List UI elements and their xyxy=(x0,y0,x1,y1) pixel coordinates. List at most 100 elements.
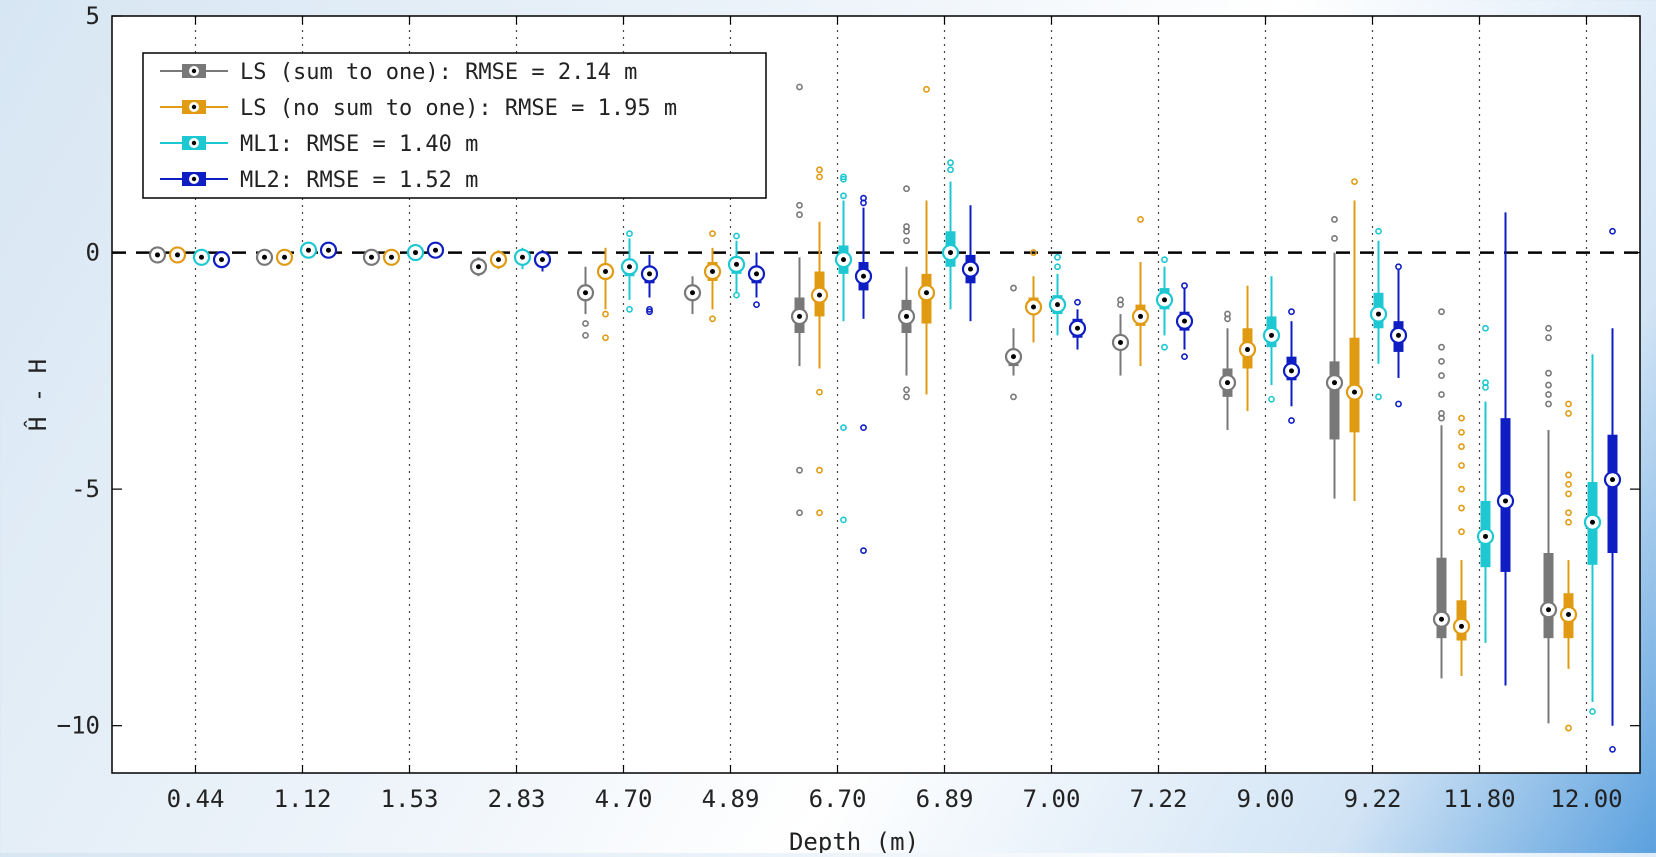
box-median-dot xyxy=(1590,519,1595,525)
box-outlier xyxy=(733,291,740,299)
legend-label: ML2: RMSE = 1.52 m xyxy=(240,168,478,193)
box-median-dot xyxy=(1503,498,1508,504)
y-tick-label: 0 xyxy=(86,239,100,267)
box-body xyxy=(1607,434,1618,553)
box-outlier xyxy=(796,211,803,219)
x-tick-label: 1.53 xyxy=(381,785,439,813)
box-outlier xyxy=(646,308,653,316)
box-outlier xyxy=(860,199,867,207)
box-outlier xyxy=(709,315,716,323)
box-outlier xyxy=(840,424,847,432)
box-outlier xyxy=(1438,372,1445,379)
box-outlier xyxy=(1438,343,1445,351)
x-tick-label: 4.70 xyxy=(595,785,653,813)
box-outlier xyxy=(1161,343,1168,351)
box-median-dot xyxy=(326,247,331,253)
box-median-dot xyxy=(734,261,739,267)
legend-label: ML1: RMSE = 1.40 m xyxy=(240,132,478,157)
x-tick-label: 1.12 xyxy=(274,785,332,813)
box-median-dot xyxy=(948,250,953,256)
box-outlier xyxy=(1161,256,1168,264)
series-group xyxy=(148,83,1558,724)
box-outlier xyxy=(1565,724,1572,732)
box-outlier xyxy=(582,320,589,327)
y-tick-label: -5 xyxy=(71,475,100,503)
box-outlier xyxy=(1458,485,1465,493)
box-outlier xyxy=(1545,381,1552,389)
box-outlier xyxy=(753,301,760,309)
box-median-dot xyxy=(199,254,204,260)
box-median-dot xyxy=(1566,612,1571,618)
box-outlier xyxy=(1545,391,1552,398)
box-median-dot xyxy=(904,313,909,319)
box-median-dot xyxy=(1118,339,1123,345)
box-outlier xyxy=(1565,410,1572,417)
legend-median-dot xyxy=(191,140,197,146)
box-outlier xyxy=(796,201,803,209)
box-median-dot xyxy=(603,268,608,274)
box-median-dot xyxy=(1546,607,1551,613)
box-outlier xyxy=(1458,443,1465,450)
box-median-dot xyxy=(797,313,802,319)
box-outlier xyxy=(840,175,847,183)
box-outlier xyxy=(816,388,823,396)
box-median-dot xyxy=(841,257,846,263)
box-median-dot xyxy=(968,266,973,272)
box-outlier xyxy=(1458,528,1465,536)
box-outlier xyxy=(1565,518,1572,526)
plot-frame xyxy=(111,15,1641,774)
box-outlier xyxy=(1482,384,1489,391)
box-outlier xyxy=(1609,745,1616,753)
box-outlier xyxy=(1545,324,1552,332)
box-outlier xyxy=(1375,227,1382,235)
box-outlier xyxy=(840,516,847,524)
box-median-dot xyxy=(1055,302,1060,308)
box-median-dot xyxy=(1162,297,1167,303)
box-outlier xyxy=(1438,308,1445,316)
box-outlier xyxy=(903,227,910,235)
box-outlier xyxy=(1137,216,1144,223)
box-outlier xyxy=(796,509,803,517)
box-median-dot xyxy=(924,290,929,296)
box-outlier xyxy=(816,466,823,474)
box-outlier xyxy=(1288,308,1295,316)
box-median-dot xyxy=(433,247,438,253)
series-group xyxy=(212,194,1622,753)
box-outlier xyxy=(1030,249,1037,256)
series-group xyxy=(192,159,1602,715)
box-median-dot xyxy=(1332,380,1337,386)
box-outlier xyxy=(1458,462,1465,469)
legend-box xyxy=(142,52,767,199)
box-median-dot xyxy=(155,252,160,258)
box-median-dot xyxy=(262,254,267,260)
x-axis-label: Depth (m) xyxy=(789,828,919,853)
box-outlier xyxy=(860,424,867,432)
box-median-dot xyxy=(1225,380,1230,386)
box-outlier xyxy=(1565,490,1572,498)
box-outlier xyxy=(626,305,633,313)
box-median-dot xyxy=(690,290,695,296)
x-tick-label: 4.89 xyxy=(702,785,760,813)
box-outlier xyxy=(816,166,823,174)
box-outlier xyxy=(1331,216,1338,223)
box-layer xyxy=(148,83,1622,753)
x-tick-label: 12.00 xyxy=(1550,785,1622,813)
box-body xyxy=(1329,361,1340,440)
y-tick-label: 5 xyxy=(86,2,100,30)
box-median-dot xyxy=(306,247,311,253)
box-outlier xyxy=(947,159,954,167)
box-outlier xyxy=(733,232,740,240)
box-median-dot xyxy=(647,271,652,277)
box-outlier xyxy=(1438,357,1445,365)
box-body xyxy=(1543,552,1554,639)
y-tick-label: −10 xyxy=(57,712,100,740)
x-tick-label: 9.00 xyxy=(1237,785,1295,813)
box-outlier xyxy=(602,334,609,342)
box-outlier xyxy=(840,173,847,181)
box-outlier xyxy=(1074,298,1081,306)
box-median-dot xyxy=(817,292,822,298)
x-tick-label: 6.89 xyxy=(916,785,974,813)
legend-label: LS (sum to one): RMSE = 2.14 m xyxy=(240,60,637,85)
box-outlier xyxy=(816,509,823,517)
